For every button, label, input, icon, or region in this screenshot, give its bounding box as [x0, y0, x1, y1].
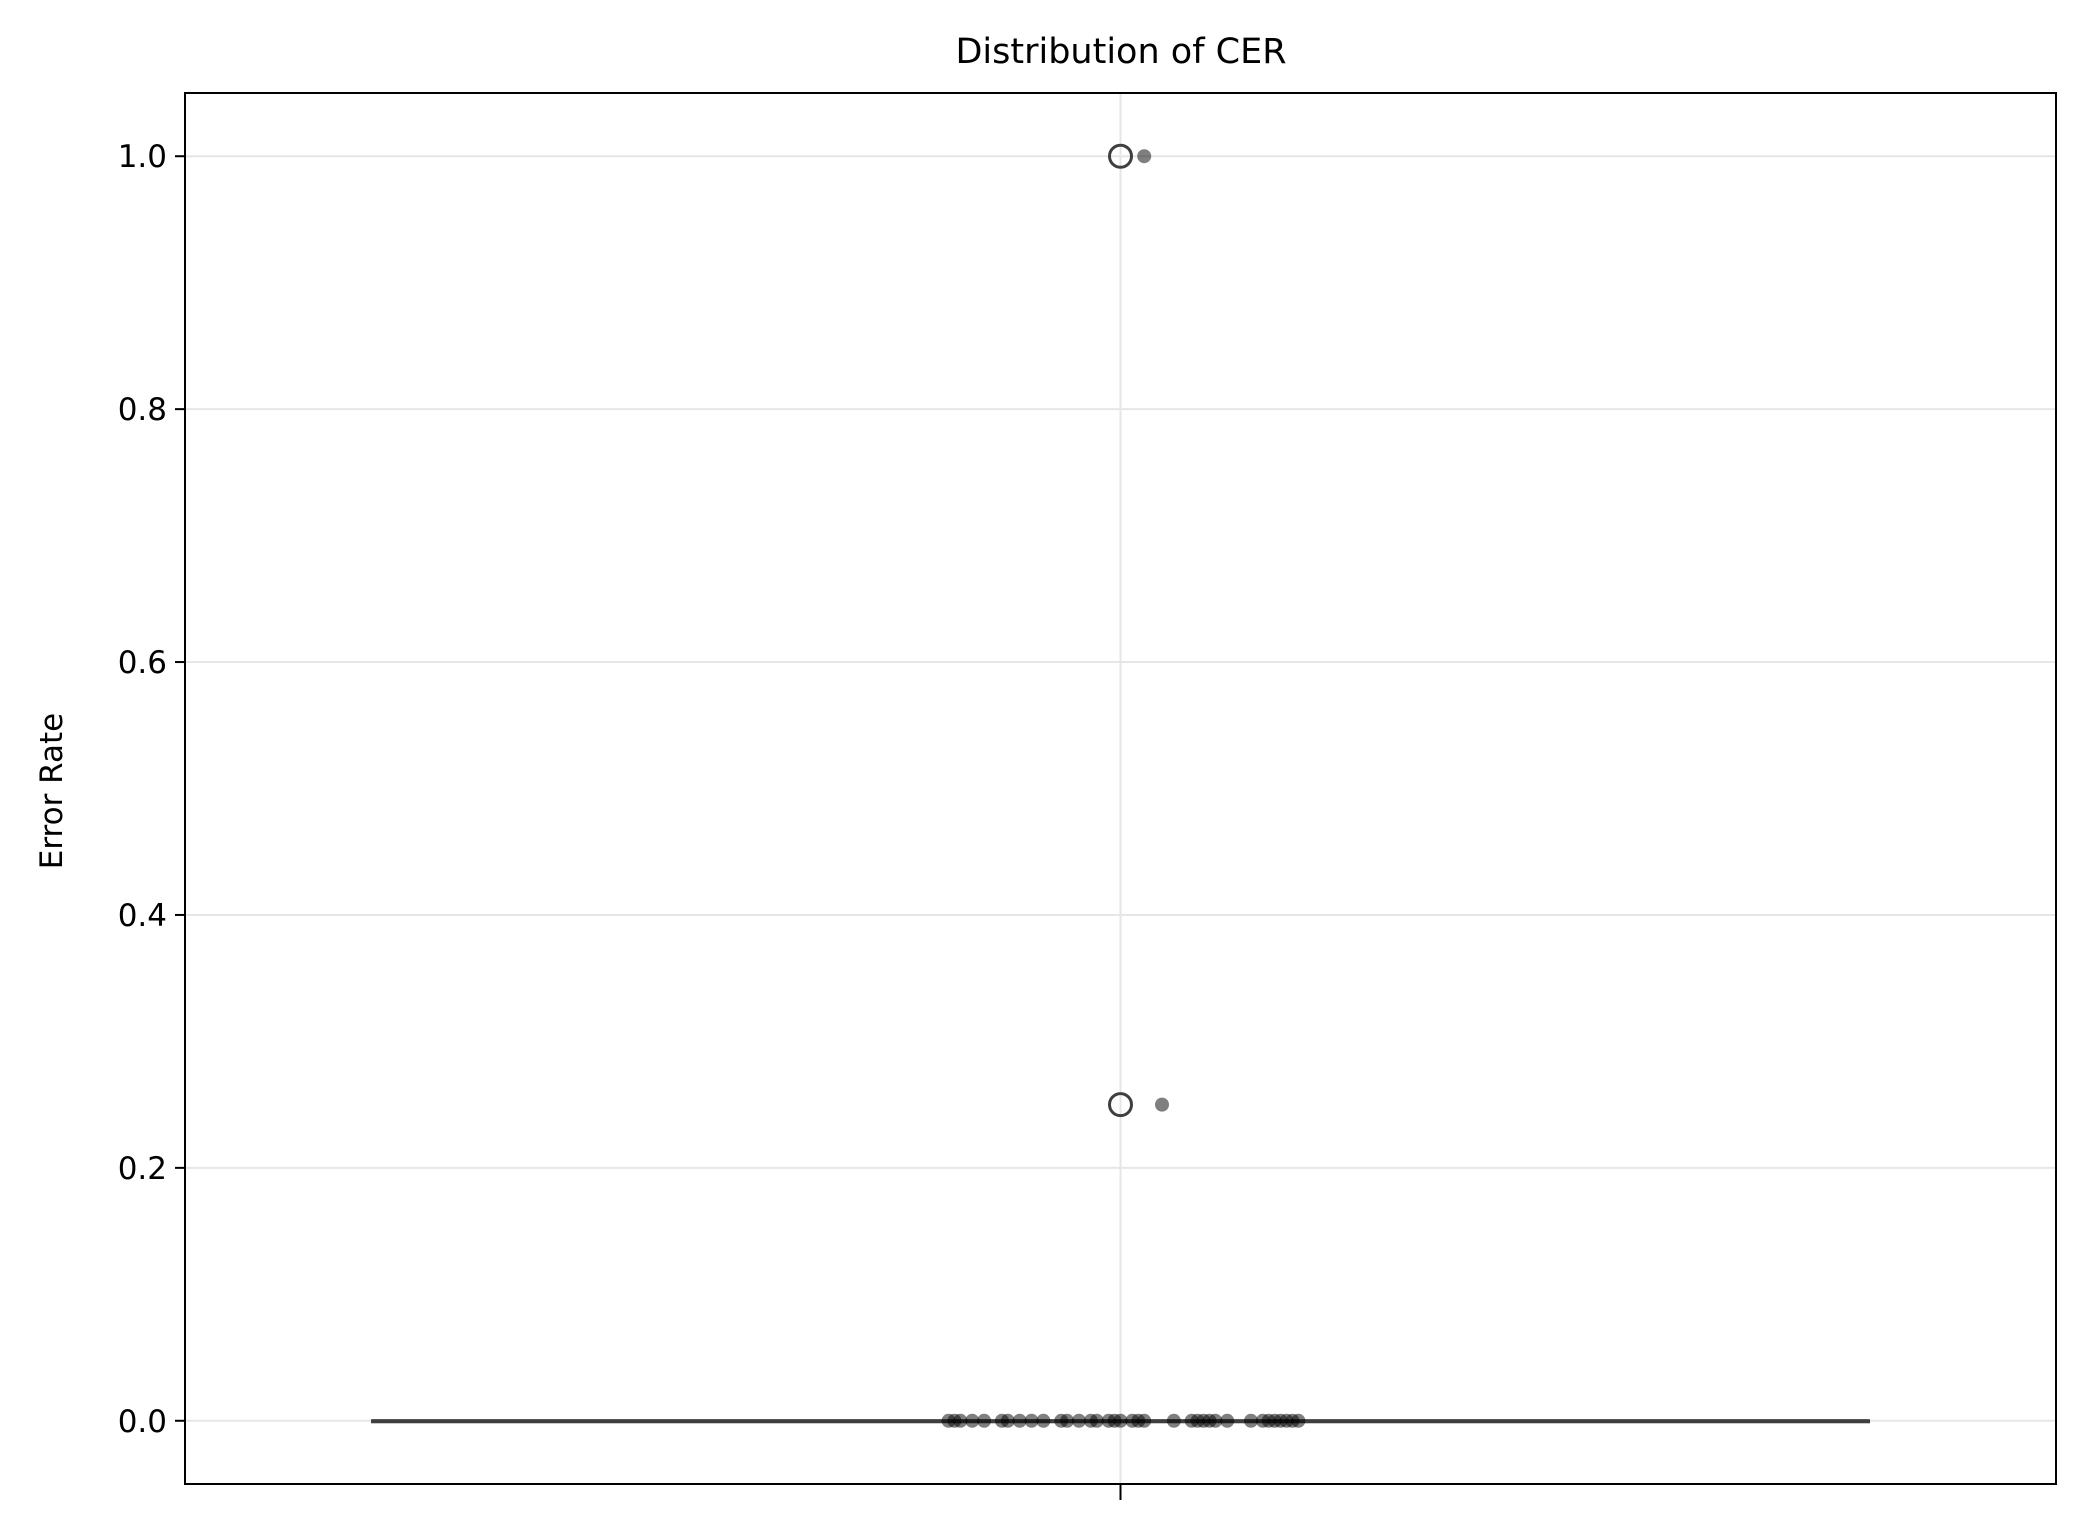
strip-point-4: [953, 1413, 968, 1428]
y-tick-label-5: 1.0: [118, 139, 167, 175]
strip-point-28: [1208, 1413, 1223, 1428]
strip-point-5: [965, 1413, 980, 1428]
chart-title: Distribution of CER: [955, 32, 1286, 72]
strip-point-23: [1166, 1413, 1181, 1428]
strip-point-37: [1291, 1413, 1306, 1428]
strip-point-14: [1071, 1413, 1086, 1428]
strip-points: [941, 149, 1306, 1428]
y-tick-label-4: 0.8: [118, 392, 167, 428]
strip-point-29: [1220, 1413, 1235, 1428]
strip-point-16: [1089, 1413, 1104, 1428]
strip-point-22: [1137, 1413, 1152, 1428]
strip-point-30: [1243, 1413, 1258, 1428]
strip-point-10: [1024, 1413, 1039, 1428]
strip-point-1: [1155, 1097, 1170, 1112]
y-axis-label: Error Rate: [34, 713, 70, 870]
y-tick-label-0: 0.0: [118, 1404, 167, 1440]
y-tick-label-3: 0.6: [118, 645, 167, 681]
strip-point-13: [1060, 1413, 1075, 1428]
box-outlier-0: [1108, 1092, 1133, 1118]
strip-point-0: [1137, 149, 1152, 164]
strip-point-19: [1113, 1413, 1128, 1428]
strip-point-9: [1012, 1413, 1027, 1428]
y-axis-ticks: 0.0 0.2 0.4 0.6 0.8 1.0: [118, 139, 185, 1440]
box-outlier-1: [1108, 143, 1133, 169]
grid-lines: [185, 93, 2056, 1484]
plot-frame: [184, 92, 2057, 1485]
y-tick-label-1: 0.2: [118, 1151, 167, 1187]
strip-point-8: [1000, 1413, 1015, 1428]
strip-point-6: [977, 1413, 992, 1428]
y-tick-label-2: 0.4: [118, 898, 167, 934]
strip-point-11: [1036, 1413, 1051, 1428]
